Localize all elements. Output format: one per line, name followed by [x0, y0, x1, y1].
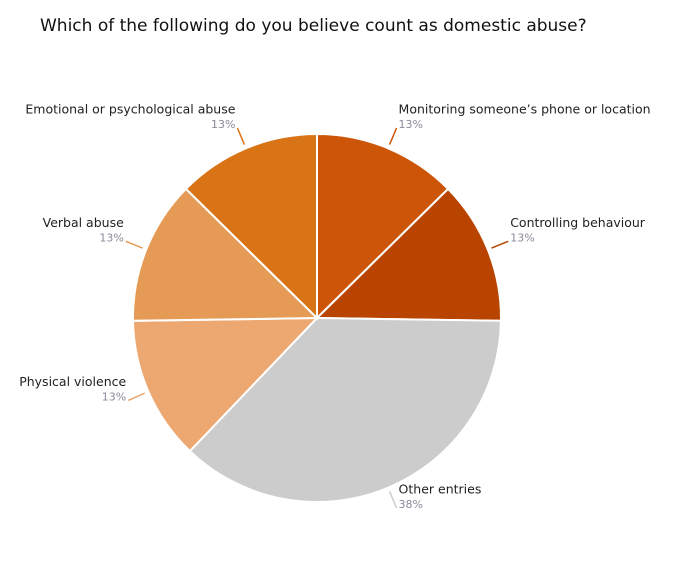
slice-label: Physical violence [19, 374, 126, 389]
pie-slice [316, 132, 450, 321]
pie-slice [314, 187, 502, 322]
leader-line [125, 240, 143, 249]
slice-value: 13% [399, 118, 423, 131]
leader-line [236, 127, 246, 145]
slice-value: 13% [211, 118, 235, 131]
slice-value: 13% [102, 390, 126, 403]
slice-label: Monitoring someone’s phone or location [399, 101, 651, 116]
slice-label: Verbal abuse [43, 215, 124, 230]
pie-slice [188, 316, 502, 503]
leader-line [388, 127, 398, 145]
slice-value: 38% [399, 498, 423, 511]
slice-value: 13% [99, 231, 123, 244]
chart-title: Which of the following do you believe co… [40, 16, 587, 36]
pie-slice [184, 132, 318, 321]
slice-label: Other entries [399, 482, 482, 497]
slice-label: Controlling behaviour [510, 215, 646, 230]
pie-slice [132, 187, 320, 322]
leader-line [491, 240, 509, 249]
leader-line [127, 392, 146, 402]
pie-slice [132, 316, 320, 453]
slice-label: Emotional or psychological abuse [25, 101, 235, 116]
leader-line [388, 491, 398, 509]
slice-value: 13% [510, 231, 534, 244]
